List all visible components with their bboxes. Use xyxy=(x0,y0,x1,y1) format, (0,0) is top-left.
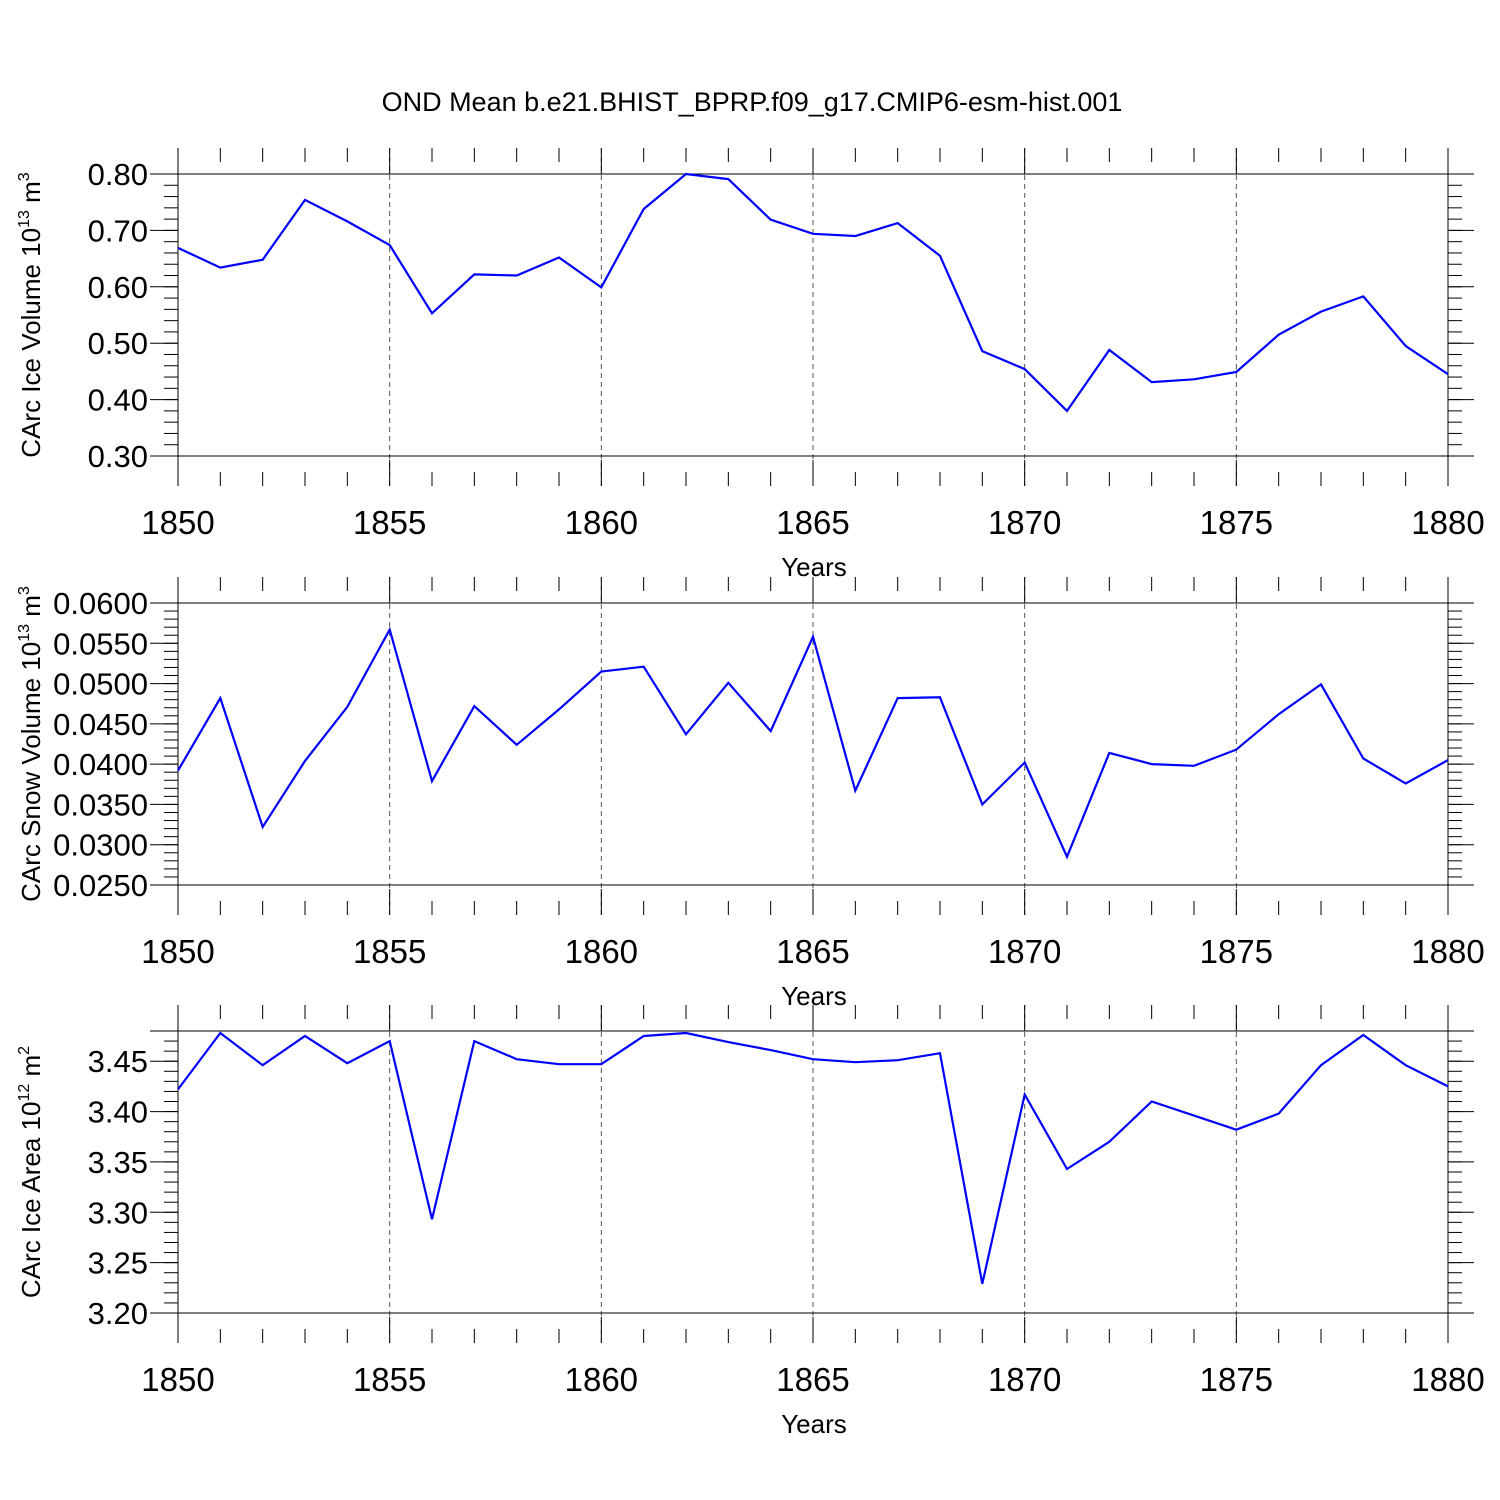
chart-panel-3: 3.20 3.25 3.30 3.35 3.40 3.45 1850 1855 1860 1865… xyxy=(16,1005,1485,1439)
figure-title: OND Mean b.e21.BHIST_BPRP.f09_g17.CMIP6-… xyxy=(382,87,1123,117)
x-tick-label: 1850 xyxy=(141,1361,214,1398)
y-tick-label: 0.80 xyxy=(88,157,148,192)
y-tick-label: 3.20 xyxy=(88,1296,148,1331)
y-tick-label: 0.50 xyxy=(88,326,148,361)
data-series-line xyxy=(177,626,1449,860)
y-tick-label: 0.0350 xyxy=(53,787,148,822)
x-tick-label: 1865 xyxy=(776,504,849,541)
y-tick-label: 0.0300 xyxy=(53,828,148,863)
y-axis-label: CArc Ice Area 1012 m2 xyxy=(16,1046,46,1298)
y-tick-label: 0.60 xyxy=(88,270,148,305)
x-tick-label: 1870 xyxy=(988,504,1061,541)
x-tick-label: 1870 xyxy=(988,933,1061,970)
x-tick-label: 1865 xyxy=(776,1361,849,1398)
x-tick-label: 1860 xyxy=(565,933,638,970)
x-axis-label: Years xyxy=(781,552,847,582)
y-axis-label: CArc Snow Volume 1013 m3 xyxy=(16,586,46,902)
x-tick-label: 1850 xyxy=(141,933,214,970)
x-tick-label: 1855 xyxy=(353,933,426,970)
x-tick-label: 1865 xyxy=(776,933,849,970)
x-tick-label: 1860 xyxy=(565,1361,638,1398)
y-tick-label: 3.25 xyxy=(88,1246,148,1281)
x-tick-label: 1880 xyxy=(1411,933,1484,970)
x-tick-label: 1850 xyxy=(141,504,214,541)
y-tick-label: 0.40 xyxy=(88,383,148,418)
panels: 0.30 0.40 0.50 0.60 0.70 0.80 1850 1855 1860 1865… xyxy=(16,148,1485,1439)
y-tick-label: 3.45 xyxy=(88,1044,148,1079)
x-tick-label: 1880 xyxy=(1411,1361,1484,1398)
y-tick-label: 0.30 xyxy=(88,439,148,474)
x-tick-label: 1875 xyxy=(1200,504,1273,541)
x-tick-label: 1870 xyxy=(988,1361,1061,1398)
x-tick-label: 1855 xyxy=(353,504,426,541)
y-axis-label: CArc Ice Volume 1013 m3 xyxy=(16,172,46,457)
y-tick-label: 0.0550 xyxy=(53,626,148,661)
y-tick-label: 0.0600 xyxy=(53,586,148,621)
x-tick-label: 1860 xyxy=(565,504,638,541)
x-tick-label: 1855 xyxy=(353,1361,426,1398)
y-tick-label: 0.0450 xyxy=(53,707,148,742)
chart-panel-1: 0.30 0.40 0.50 0.60 0.70 0.80 1850 1855 1860 1865… xyxy=(16,148,1485,582)
y-tick-label: 0.0250 xyxy=(53,868,148,903)
data-series-line xyxy=(177,172,1449,413)
x-axis-label: Years xyxy=(781,1409,847,1439)
y-tick-label: 3.35 xyxy=(88,1145,148,1180)
y-tick-label: 0.70 xyxy=(88,213,148,248)
y-tick-label: 0.0500 xyxy=(53,667,148,702)
x-tick-label: 1875 xyxy=(1200,1361,1273,1398)
chart-panel-2: 0.0250 0.0300 0.0350 0.0400 0.0450 0.0500 0.05… xyxy=(16,577,1485,1011)
data-series-line xyxy=(177,1031,1449,1285)
y-tick-label: 0.0400 xyxy=(53,747,148,782)
y-tick-label: 3.40 xyxy=(88,1095,148,1130)
x-tick-label: 1875 xyxy=(1200,933,1273,970)
x-axis-label: Years xyxy=(781,981,847,1011)
x-tick-label: 1880 xyxy=(1411,504,1484,541)
y-tick-label: 3.30 xyxy=(88,1195,148,1230)
